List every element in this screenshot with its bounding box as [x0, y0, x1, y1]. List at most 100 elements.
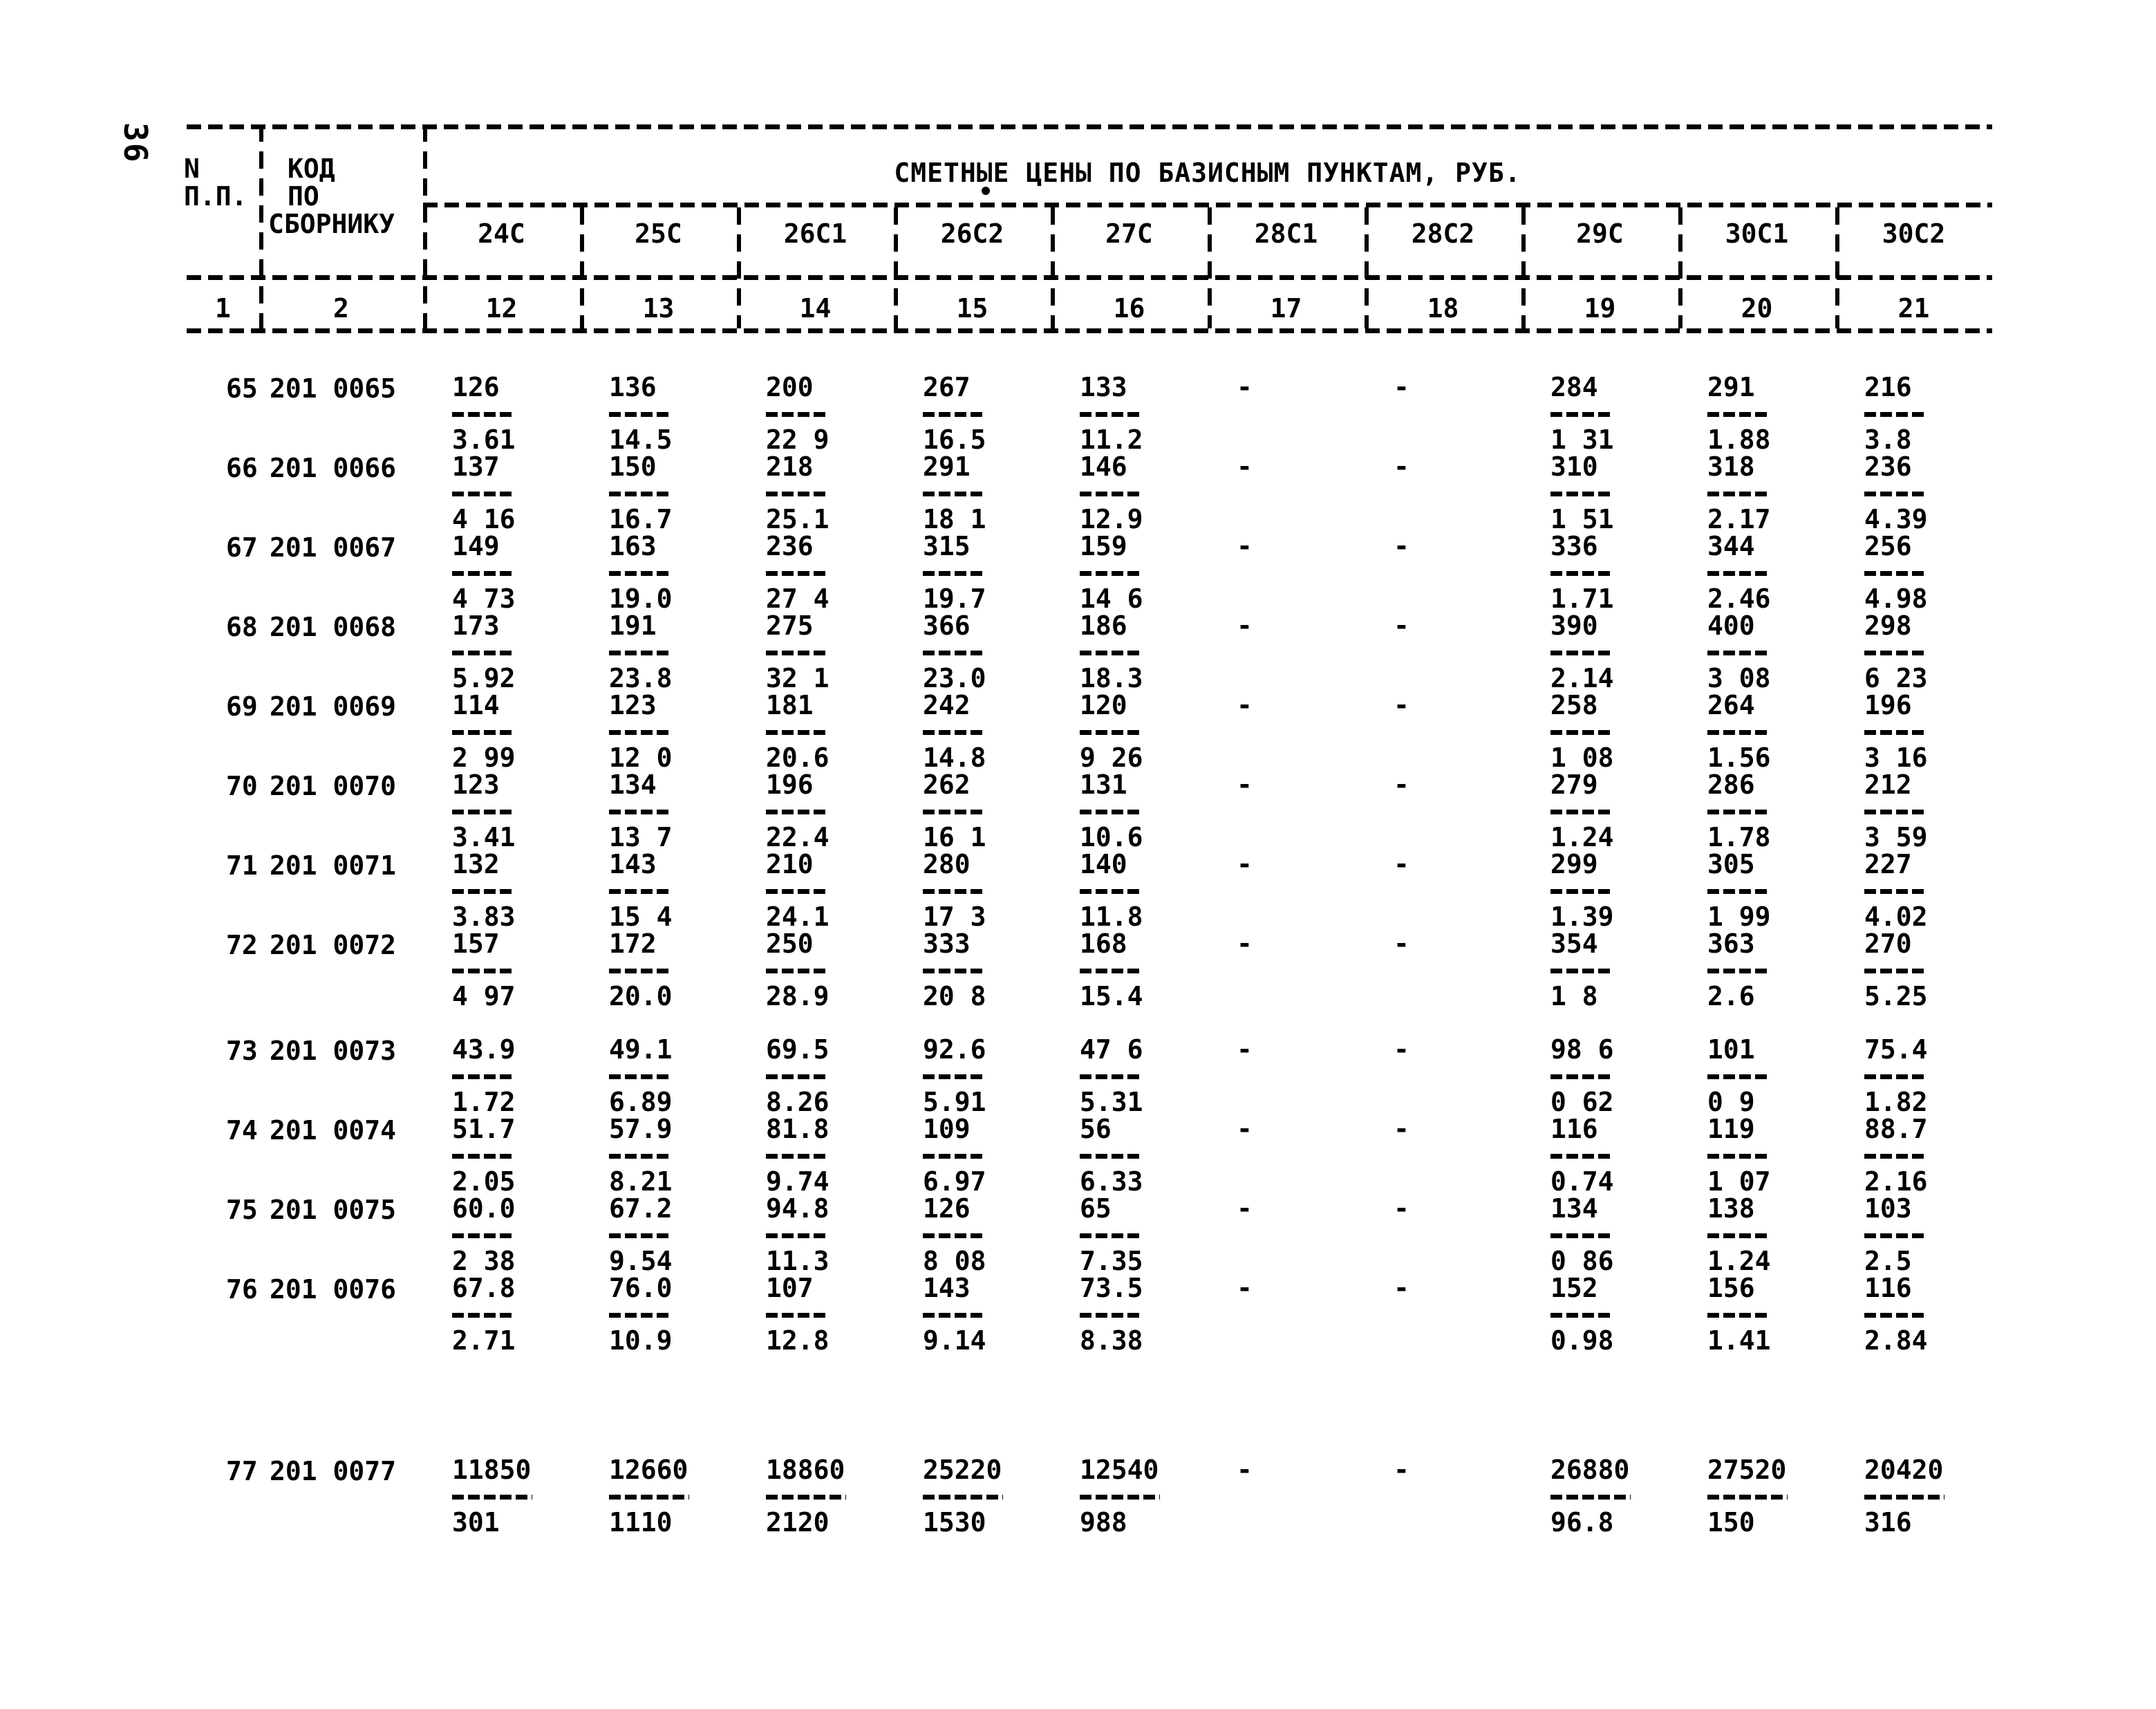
fraction-numerator: 137	[452, 451, 500, 482]
price-cell: 256 4.98	[1835, 532, 1992, 613]
fraction-bar	[609, 810, 673, 814]
price-cell: 12540 988	[1051, 1456, 1208, 1536]
price-cell: 390 2.14	[1521, 612, 1678, 692]
fraction-denominator: 1.24	[1707, 1246, 1771, 1276]
price-cell: 200 22 9	[737, 373, 894, 454]
price-cell: 186 18.3	[1051, 612, 1208, 693]
fraction-denominator: 1.88	[1707, 424, 1771, 455]
fraction-bar	[766, 412, 829, 417]
price-cell: 210 24.1	[737, 850, 894, 931]
price-column-separator	[737, 207, 741, 328]
fraction-denominator: 18.3	[1080, 663, 1143, 693]
fraction-denominator: 2.71	[452, 1325, 516, 1356]
fraction-bar	[1550, 1495, 1631, 1500]
fraction-denominator: 9.14	[923, 1325, 986, 1356]
fraction-bar	[923, 492, 986, 496]
fraction-numerator: 159	[1080, 531, 1127, 561]
fraction-denominator: 2.5	[1864, 1246, 1912, 1276]
dash-placeholder: -	[1394, 451, 1409, 482]
fraction-denominator: 5.91	[923, 1087, 986, 1117]
fraction-denominator: 28.9	[766, 981, 829, 1011]
fraction-bar	[766, 651, 829, 655]
price-cell: 318 2.17	[1678, 453, 1835, 533]
price-cell: 65 7.35	[1051, 1195, 1208, 1275]
price-cell: 11850 301	[423, 1456, 580, 1538]
fraction-numerator: 262	[923, 769, 971, 800]
price-cell-empty: -	[1208, 771, 1365, 850]
price-cell-empty: -	[1365, 1274, 1521, 1354]
fraction-denominator: 0 9	[1707, 1087, 1755, 1117]
fraction-numerator: 133	[1080, 372, 1127, 402]
fraction-numerator: 354	[1550, 928, 1598, 959]
fraction-bar	[609, 571, 673, 576]
fraction-denominator: 2 38	[452, 1246, 516, 1276]
fraction-numerator: 60.0	[452, 1193, 516, 1224]
fraction-denominator: 301	[452, 1507, 500, 1538]
price-cell: 103 2.5	[1835, 1195, 1992, 1276]
fraction-denominator: 0 62	[1550, 1087, 1614, 1117]
price-column-separator	[1208, 207, 1212, 328]
fraction-numerator: 279	[1550, 769, 1598, 800]
fraction-bar	[1550, 651, 1614, 655]
fraction-bar	[1707, 571, 1771, 576]
price-cell: 134 0 86	[1521, 1195, 1678, 1276]
fraction-denominator: 1 08	[1550, 743, 1614, 773]
fraction-bar	[1550, 412, 1614, 417]
fraction-numerator: 196	[766, 769, 814, 800]
fraction-bar	[766, 730, 829, 735]
fraction-denominator: 0 86	[1550, 1246, 1614, 1276]
fraction-numerator: 280	[923, 849, 971, 879]
fraction-bar	[923, 889, 986, 894]
fraction-bar	[1080, 730, 1143, 735]
fraction-denominator: 3.61	[452, 424, 516, 455]
price-cell: 126 3.61	[423, 373, 580, 455]
dash-placeholder: -	[1394, 928, 1409, 959]
fraction-denominator: 1 51	[1550, 504, 1614, 534]
fraction-bar	[1707, 1495, 1788, 1500]
fraction-bar	[452, 889, 516, 894]
price-cell: 333 20 8	[894, 930, 1051, 1010]
fraction-denominator: 17 3	[923, 902, 986, 932]
fraction-denominator: 6.89	[609, 1087, 673, 1117]
fraction-bar	[766, 1313, 829, 1318]
column-index: 2	[333, 293, 349, 324]
fraction-bar	[609, 492, 673, 496]
dash-placeholder: -	[1237, 690, 1253, 720]
row-code: 201 0071	[270, 850, 397, 881]
fraction-bar	[1864, 1074, 1928, 1079]
fraction-numerator: 267	[923, 372, 971, 402]
fraction-numerator: 119	[1707, 1114, 1755, 1144]
fraction-numerator: 149	[452, 531, 500, 561]
fraction-bar	[923, 969, 986, 973]
fraction-denominator: 15 4	[609, 902, 673, 932]
dash-placeholder: -	[1237, 372, 1253, 402]
fraction-numerator: 132	[452, 849, 500, 879]
fraction-bar	[452, 1154, 516, 1159]
fraction-denominator: 3.41	[452, 822, 516, 852]
price-cell: 60.0 2 38	[423, 1193, 580, 1276]
dash-placeholder: -	[1394, 769, 1409, 800]
price-cell: 315 19.7	[894, 532, 1051, 613]
fraction-bar	[1864, 969, 1928, 973]
price-cell: 344 2.46	[1678, 532, 1835, 614]
fraction-numerator: 363	[1707, 928, 1755, 959]
fraction-denominator: 3.8	[1864, 424, 1912, 455]
fraction-bar	[1080, 1313, 1143, 1318]
fraction-numerator: 305	[1707, 849, 1755, 879]
fraction-bar	[1550, 889, 1614, 894]
price-cell: 123 3.41	[423, 771, 580, 852]
price-cell: 163 19.0	[580, 532, 737, 613]
price-cell: 75.4 1.82	[1835, 1036, 1992, 1116]
price-cell: 47 6 5.31	[1051, 1036, 1208, 1116]
price-cell-empty: -	[1365, 1195, 1521, 1274]
fraction-denominator: 150	[1707, 1507, 1755, 1538]
column-label: 30С1	[1725, 218, 1789, 249]
fraction-bar	[609, 730, 673, 735]
table-row: 72 201 0072 157 4 97 172 20.0 250 28.9 333 20 8 16…	[187, 928, 1992, 1011]
fraction-denominator: 2.46	[1707, 583, 1771, 614]
fraction-denominator: 12.9	[1080, 504, 1143, 534]
fraction-bar	[1080, 1495, 1160, 1500]
fraction-denominator: 2 99	[452, 743, 516, 773]
price-column-separator	[1365, 207, 1369, 328]
table-row: 75 201 0075 60.0 2 38 67.2 9.54 94.8 11.3 126 8 0…	[187, 1193, 1992, 1276]
